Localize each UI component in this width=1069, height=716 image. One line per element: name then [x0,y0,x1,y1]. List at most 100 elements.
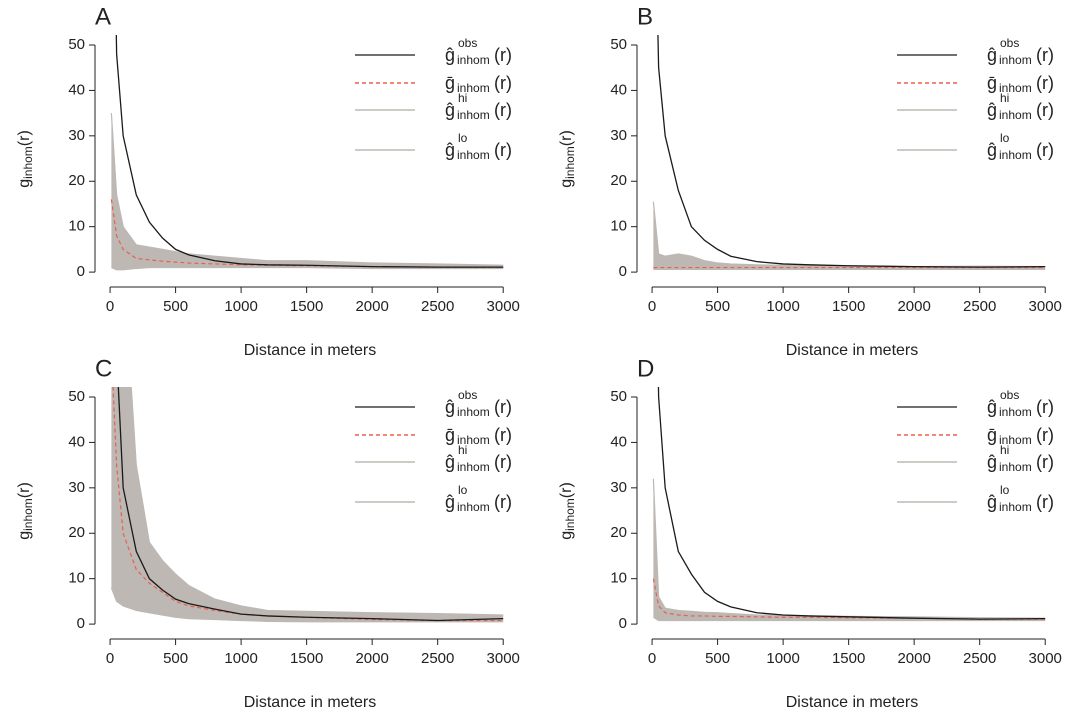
x-tick-label: 1500 [290,298,323,315]
legend-label: (r) [494,73,512,93]
x-tick-label: 1500 [832,298,865,315]
panel: B 0 500 1000 1500 2000 2500 3000 0 10 20 30 40 50 Dist… [558,3,1062,359]
legend-label: (r) [1036,452,1054,472]
series-line [653,616,1046,622]
x-tick-label: 2000 [897,298,930,315]
x-tick-label: 3000 [487,298,520,315]
series-line [652,201,1046,268]
legend-label: (r) [1036,73,1054,93]
legend-label: lo [458,483,468,497]
legend-label: inhom [457,148,490,162]
x-tick-label: 0 [648,298,656,315]
series-line [117,387,504,622]
legend-label: inhom [999,405,1032,419]
x-axis-label: Distance in meters [786,342,919,359]
legend-label: lo [1000,483,1010,497]
legend-label: ĝ [987,100,997,120]
y-tick-label: 0 [77,263,85,280]
legend-label: ĝ [987,397,997,417]
x-tick-label: 3000 [487,650,520,667]
y-axis-label: ginhom(r) [558,482,577,540]
legend-label: lo [1000,131,1010,145]
y-tick-label: 0 [619,615,627,632]
legend-label: inhom [999,108,1032,122]
y-tick-label: 30 [610,127,627,144]
legend-label: inhom [999,460,1032,474]
y-tick-label: 40 [610,81,627,98]
y-tick-label: 40 [610,433,627,450]
legend-label: (r) [494,452,512,472]
x-tick-label: 1500 [290,650,323,667]
x-axis-label: Distance in meters [244,694,377,711]
y-label-part: g [16,179,33,188]
y-tick-label: 20 [68,172,85,189]
legend-label: (r) [1036,140,1054,160]
legend-label: ĝ [987,492,997,512]
x-tick-label: 1500 [832,650,865,667]
y-label-part: g [558,531,575,540]
series-line [111,266,504,271]
x-tick-label: 2000 [897,650,930,667]
y-tick-label: 50 [610,388,627,405]
y-tick-label: 30 [610,479,627,496]
y-tick-label: 30 [68,479,85,496]
panel-label: D [637,355,654,382]
y-tick-label: 0 [619,263,627,280]
legend-label: (r) [494,140,512,160]
x-tick-label: 500 [705,298,730,315]
legend-label: ĝ [445,397,455,417]
y-tick-label: 40 [68,433,85,450]
x-tick-label: 500 [705,650,730,667]
legend-label: obs [458,388,477,402]
legend-label: inhom [457,108,490,122]
legend-label: ḡ [987,425,997,445]
y-tick-label: 30 [68,127,85,144]
legend-label: lo [458,131,468,145]
legend-label: ĝ [445,100,455,120]
legend-label: (r) [1036,45,1054,65]
legend-label: ḡ [445,73,455,93]
y-label-part: inhom [563,498,577,531]
legend-label: inhom [999,53,1032,67]
legend-label: hi [1000,443,1009,457]
legend-label: (r) [1036,425,1054,445]
plot-area [110,387,504,623]
legend-label: inhom [457,500,490,514]
plot-area [652,387,1046,622]
y-tick-label: 20 [610,172,627,189]
x-tick-label: 500 [163,650,188,667]
legend-label: (r) [494,492,512,512]
x-tick-label: 1000 [766,298,799,315]
y-tick-label: 10 [68,218,85,235]
panel-label: B [637,3,653,30]
legend-label: hi [1000,91,1009,105]
x-tick-label: 2500 [421,650,454,667]
x-tick-label: 2000 [355,298,388,315]
legend-label: obs [458,36,477,50]
legend-label: ĝ [445,45,455,65]
x-tick-label: 0 [648,650,656,667]
x-tick-label: 2500 [963,650,996,667]
x-tick-label: 2000 [355,650,388,667]
legend-label: (r) [494,425,512,445]
legend-label: inhom [999,148,1032,162]
legend-label: inhom [457,433,490,447]
legend-label: (r) [1036,100,1054,120]
y-label-part: g [16,531,33,540]
x-tick-label: 1000 [224,298,257,315]
legend-label: inhom [457,405,490,419]
legend-label: obs [1000,36,1019,50]
y-tick-label: 0 [77,615,85,632]
x-tick-label: 3000 [1029,650,1062,667]
legend-label: inhom [999,81,1032,95]
legend-label: ĝ [445,452,455,472]
legend-label: (r) [1036,492,1054,512]
y-label-part: inhom [21,498,35,531]
envelope [653,201,1046,270]
legend-label: hi [458,91,467,105]
series-line [657,35,1046,268]
legend-label: inhom [457,53,490,67]
panel: A 0 500 1000 1500 2000 2500 3000 0 10 20 30 40 50 Dist… [16,3,520,359]
panel: D 0 500 1000 1500 2000 2500 3000 0 10 20 30 40 50 Dist… [558,355,1062,711]
